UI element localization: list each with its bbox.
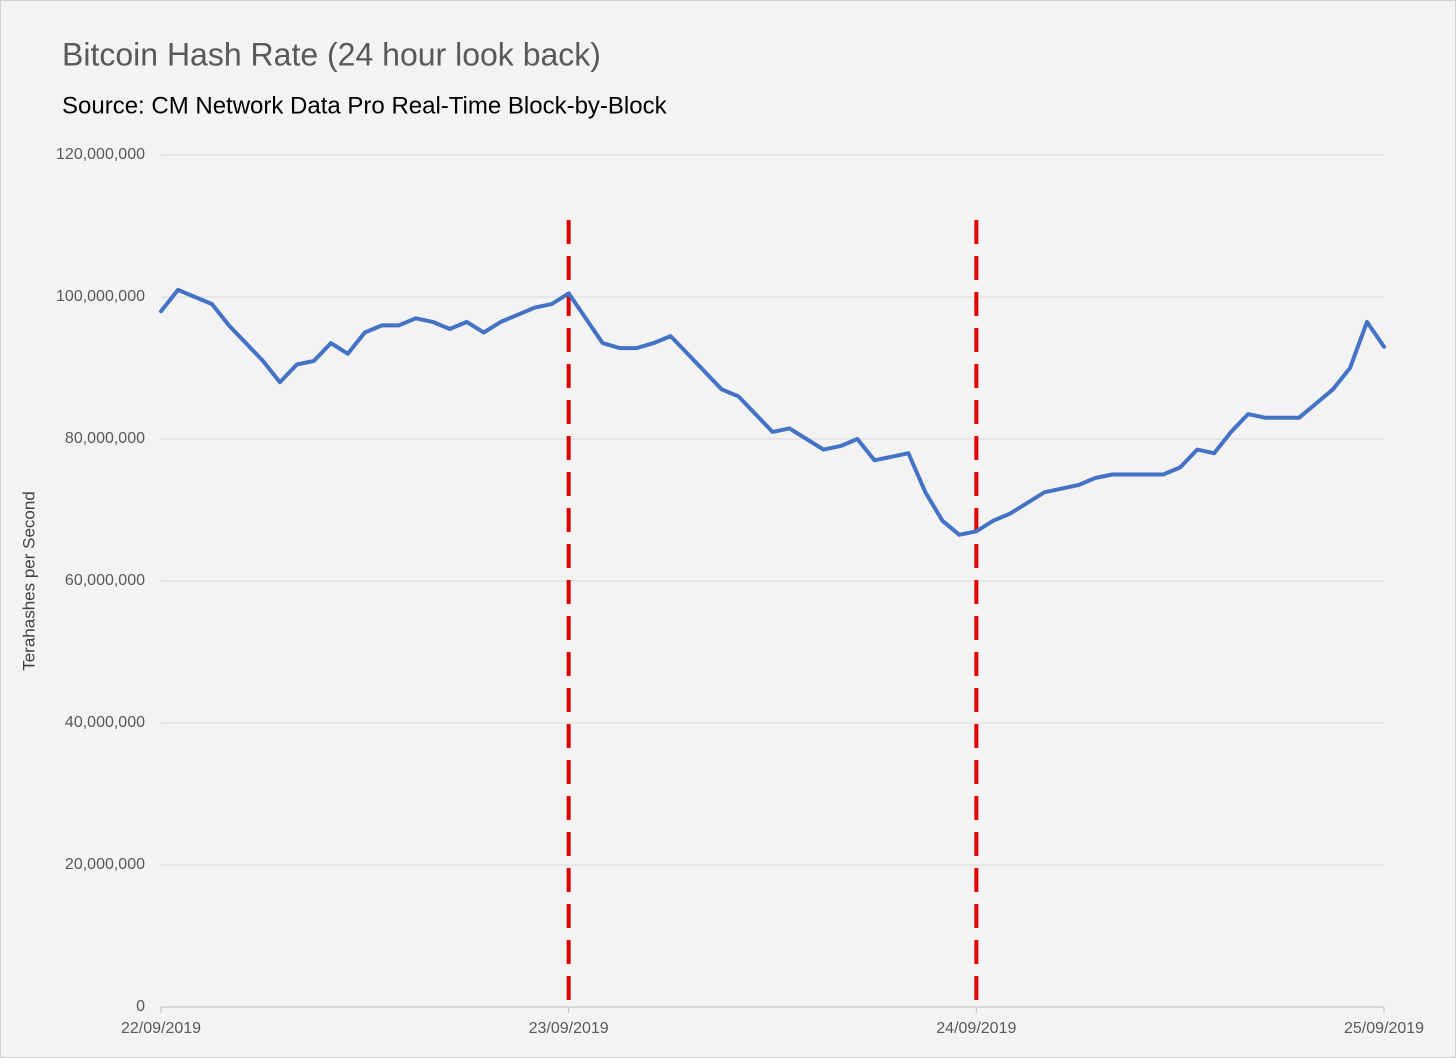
x-tick-label: 24/09/2019: [936, 1020, 1016, 1037]
chart-subtitle: Source: CM Network Data Pro Real-Time Bl…: [62, 92, 668, 119]
y-axis-label: Terahashes per Second: [19, 491, 38, 671]
chart-title: Bitcoin Hash Rate (24 hour look back): [62, 36, 601, 72]
y-tick-label: 100,000,000: [56, 288, 145, 305]
y-tick-label: 20,000,000: [65, 856, 145, 873]
x-tick-label: 25/09/2019: [1344, 1020, 1424, 1037]
x-tick-label: 22/09/2019: [121, 1020, 201, 1037]
data-line: [159, 287, 1386, 537]
y-tick-label: 40,000,000: [65, 714, 145, 731]
x-tick-label: 23/09/2019: [529, 1020, 609, 1037]
y-tick-label: 80,000,000: [65, 430, 145, 447]
y-tick-label: 120,000,000: [56, 146, 145, 163]
y-tick-label: 0: [136, 998, 145, 1015]
y-tick-label: 60,000,000: [65, 572, 145, 589]
